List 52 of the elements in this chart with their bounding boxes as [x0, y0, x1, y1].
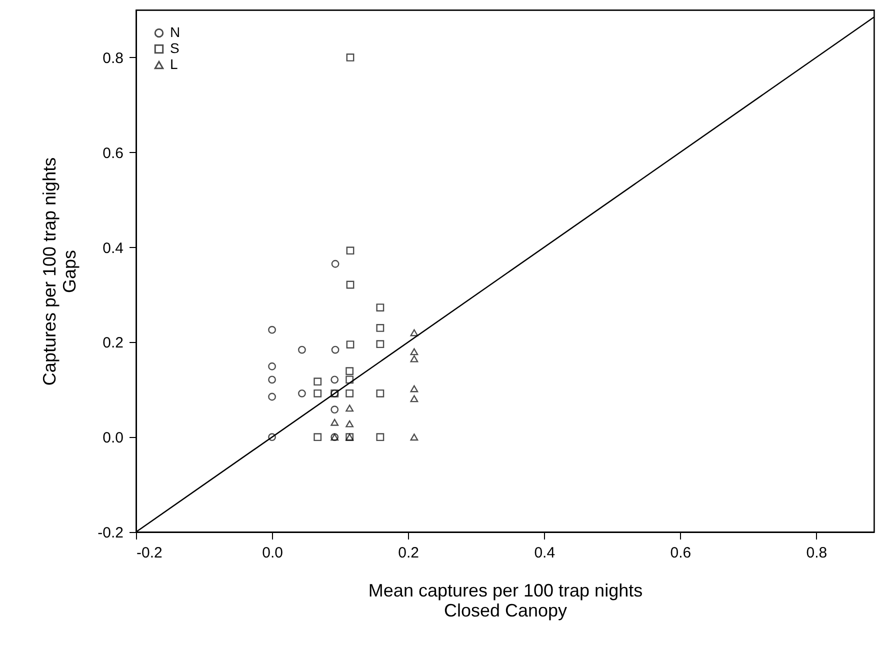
point: [346, 389, 354, 398]
point: [298, 389, 306, 398]
y-tick-label: 0.4: [102, 240, 124, 257]
point: [346, 367, 354, 376]
point: [346, 246, 354, 255]
point: [268, 326, 276, 334]
point: [298, 346, 306, 354]
point: [346, 340, 354, 349]
point: [314, 389, 322, 398]
point: [376, 340, 384, 348]
y-tick-label: 0.2: [102, 334, 124, 352]
point: [376, 389, 384, 398]
point: [346, 54, 354, 62]
x-tick-label: 0.2: [398, 544, 420, 562]
point: [346, 404, 354, 412]
y-tick-label: 0.8: [102, 50, 124, 67]
point: [376, 304, 384, 312]
y-tick-label: -0.2: [98, 524, 124, 542]
point: [314, 433, 322, 442]
x-tick-label: 0.8: [806, 544, 828, 562]
point: [331, 260, 340, 268]
point: [268, 433, 276, 442]
point: [410, 434, 418, 441]
point: [330, 376, 339, 384]
point: [410, 385, 418, 392]
x-tick-label: -0.2: [136, 544, 162, 562]
point: [410, 395, 418, 402]
point: [346, 376, 354, 384]
point: [410, 329, 418, 336]
x-tick-label: 0.4: [534, 544, 556, 562]
point: [346, 280, 354, 289]
point: [410, 355, 418, 362]
y-tick-label: 0.0: [102, 430, 124, 447]
point: [376, 433, 384, 442]
point: [331, 346, 340, 354]
point: [410, 348, 418, 356]
point: [268, 392, 276, 401]
x-tick-label: 0.6: [670, 544, 692, 562]
point: [330, 418, 339, 426]
point: [314, 378, 322, 386]
y-axis-title: Captures per 100 trap nights Gaps: [40, 157, 80, 386]
legend-label: N: [170, 24, 180, 40]
y-tick-label: 0.6: [102, 144, 124, 162]
x-axis-title: Mean captures per 100 trap nights Closed Canopy: [368, 580, 643, 620]
legend-label: L: [170, 56, 178, 72]
legend-label: S: [170, 40, 180, 56]
point: [268, 362, 276, 370]
point: [268, 376, 276, 384]
point: [346, 420, 354, 428]
x-tick-label: 0.0: [262, 544, 283, 562]
point: [330, 406, 339, 414]
point: [376, 324, 384, 332]
